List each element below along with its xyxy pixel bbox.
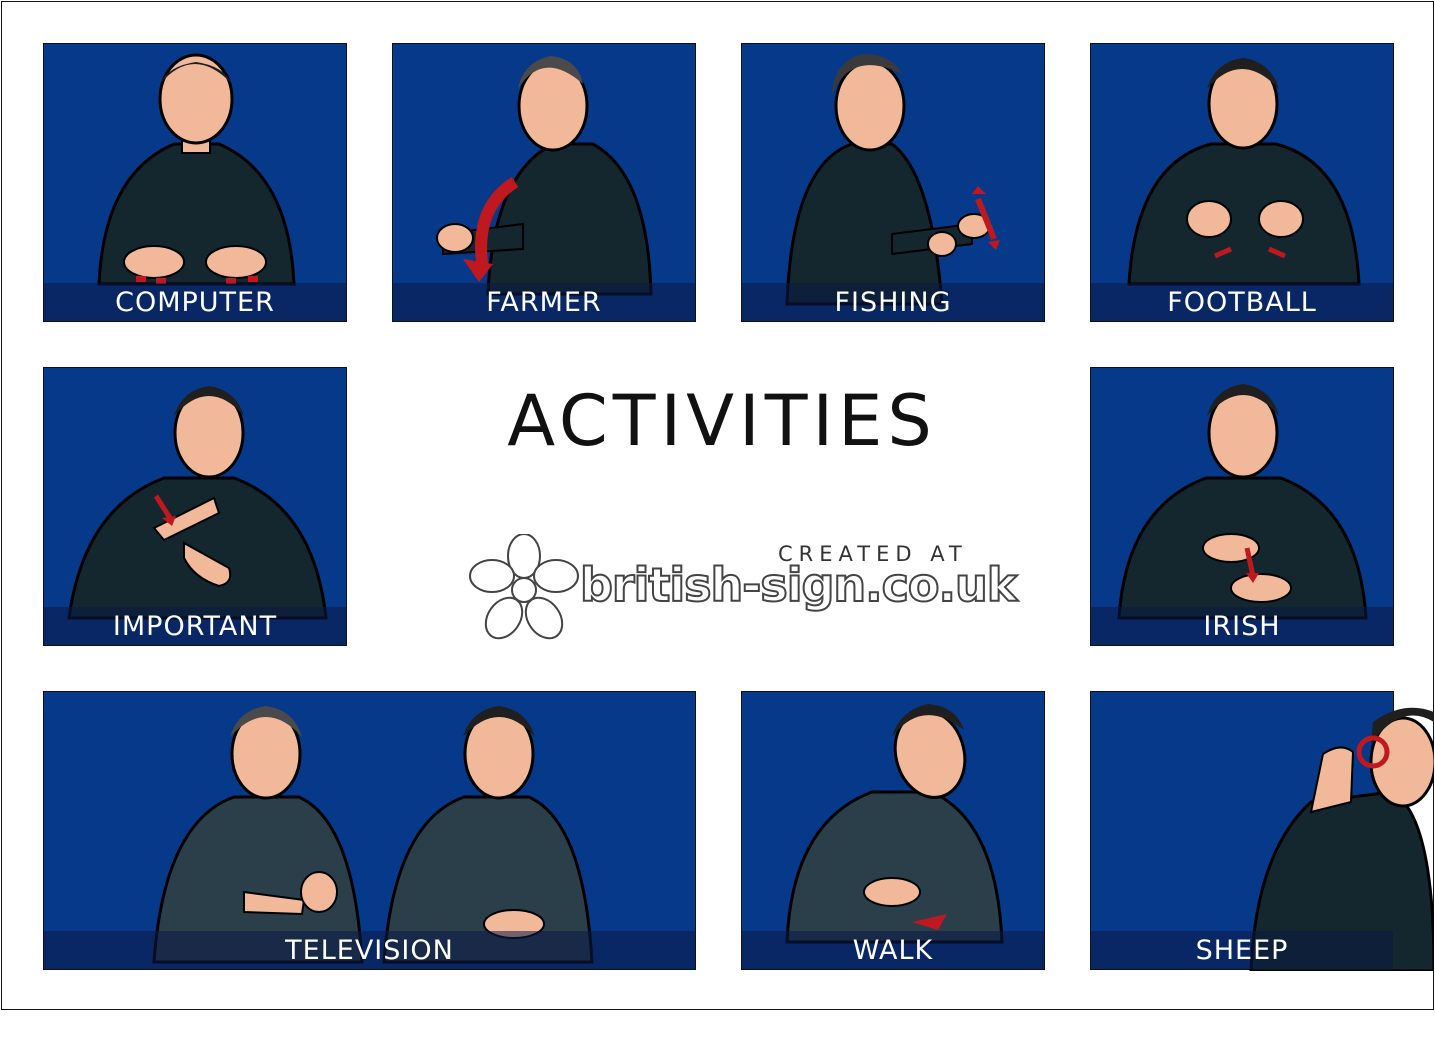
signer-illustration	[1117, 384, 1368, 620]
sign-label: SHEEP	[1195, 935, 1289, 966]
sign-label: COMPUTER	[115, 287, 275, 318]
site-logo-text: british-sign.co.uk	[579, 557, 1018, 613]
sign-card-computer: COMPUTER	[43, 43, 347, 322]
sign-card-farmer: FARMER	[392, 43, 696, 322]
signer-illustration	[97, 53, 296, 286]
created-at-text: CREATED AT	[778, 542, 968, 566]
sign-label: WALK	[852, 935, 934, 966]
sign-card-important: IMPORTANT	[43, 367, 347, 646]
hand-flower-logo-icon	[469, 534, 579, 640]
sign-card-irish: IRISH	[1090, 367, 1394, 646]
label-bar	[742, 283, 1044, 321]
worksheet: COMPUTER FARMER FISHING	[1, 1, 1434, 1010]
label-bar	[44, 931, 695, 969]
label-bar	[1091, 607, 1393, 645]
signer-illustration	[436, 56, 653, 296]
signer-illustration	[785, 704, 1004, 944]
label-bar	[742, 931, 1044, 969]
sign-card-walk: WALK	[741, 691, 1045, 970]
page-title: ACTIVITIES	[507, 380, 937, 462]
sign-card-football: FOOTBALL	[1090, 43, 1394, 322]
signer-illustration	[785, 54, 1000, 306]
sign-label: IRISH	[1203, 611, 1281, 642]
label-bar	[44, 283, 346, 321]
label-bar	[44, 607, 346, 645]
sign-label: TELEVISION	[285, 935, 454, 966]
sign-label: FISHING	[834, 287, 952, 318]
signer-illustration	[152, 706, 594, 964]
sign-card-fishing: FISHING	[741, 43, 1045, 322]
label-bar	[1091, 931, 1393, 969]
label-bar	[393, 283, 695, 321]
label-bar	[1091, 283, 1393, 321]
signer-illustration	[67, 386, 328, 620]
sign-label: IMPORTANT	[112, 611, 278, 642]
signer-illustration	[1249, 707, 1434, 971]
sign-card-television: TELEVISION	[43, 691, 696, 970]
signer-illustration	[1127, 58, 1361, 286]
sign-label: FARMER	[486, 287, 602, 318]
sign-label: FOOTBALL	[1167, 287, 1317, 318]
sign-card-sheep: SHEEP	[1090, 691, 1434, 971]
